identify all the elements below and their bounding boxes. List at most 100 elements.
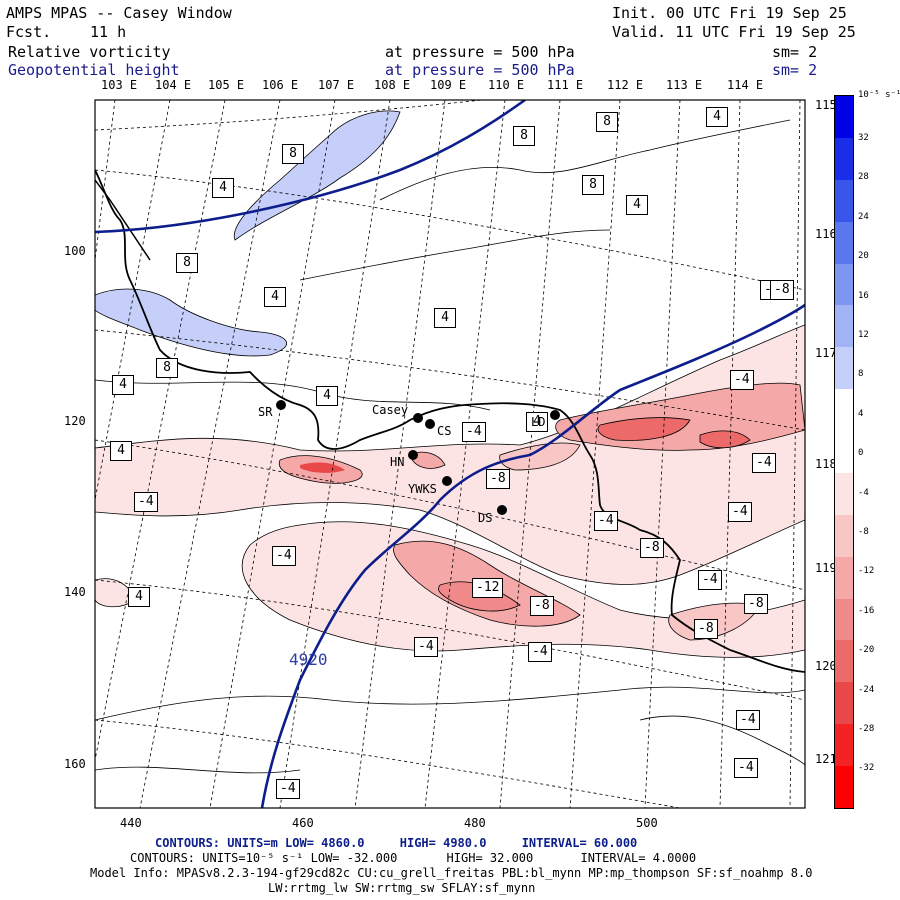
lon-label: 106 E [262, 78, 299, 92]
plot-title: AMPS MPAS -- Casey Window [6, 4, 232, 22]
contour-label: 4 [128, 587, 150, 607]
colorbar-segment [835, 724, 853, 766]
x-tick: 480 [464, 816, 486, 830]
field-vorticity: Relative vorticity [8, 43, 171, 61]
station-label: SR [258, 405, 273, 419]
colorbar-label: -32 [858, 763, 875, 774]
height-contour-high: HIGH= 4980.0 [399, 836, 487, 850]
colorbar-label: -12 [858, 566, 875, 577]
colorbar-label: 24 [858, 211, 869, 222]
contour-label: -12 [472, 578, 504, 598]
station-label: DS [478, 511, 493, 525]
lon-label: 107 E [318, 78, 355, 92]
lon-label: 109 E [430, 78, 467, 92]
lon-label: 103 E [101, 78, 138, 92]
contour-label: -4 [730, 370, 754, 390]
colorbar-label: -20 [858, 645, 875, 656]
y-tick: 160 [64, 757, 86, 771]
contour-label: -4 [594, 511, 618, 531]
colorbar [834, 95, 854, 809]
y-tick: 120 [64, 414, 86, 428]
colorbar-segment [835, 640, 853, 683]
model-info: Model Info: MPASv8.2.3-194-gf29cd82c CU:… [90, 866, 813, 880]
height-contour-label: 4920 [289, 650, 328, 669]
colorbar-segment [835, 766, 853, 808]
contour-label: -4 [276, 779, 300, 799]
colorbar-segment [835, 556, 853, 599]
station-label: HN [390, 455, 405, 469]
colorbar-label: 12 [858, 330, 869, 340]
contour-label: -4 [734, 758, 758, 778]
lon-label: 111 E [547, 78, 584, 92]
colorbar-segment [835, 179, 853, 222]
lon-label: 105 E [208, 78, 245, 92]
station-label: YWKS [408, 482, 437, 496]
lon-label: 113 E [666, 78, 703, 92]
contour-label: -8 [530, 596, 554, 616]
colorbar-label: -4 [858, 487, 869, 498]
contour-label: -4 [752, 453, 776, 473]
valid-time: Valid. 11 UTC Fri 19 Sep 25 [612, 23, 856, 41]
contour-label: 8 [596, 112, 618, 132]
colorbar-segment [835, 389, 853, 431]
x-tick: 500 [636, 816, 658, 830]
colorbar-label: 16 [858, 290, 869, 301]
pressure-geopotential: at pressure = 500 hPa [385, 61, 575, 79]
height-contour-interval: INTERVAL= 60.000 [521, 836, 638, 850]
contour-label: -8 [744, 594, 768, 614]
smoothing-vorticity: sm= 2 [772, 43, 818, 61]
contour-label: 8 [282, 144, 304, 164]
station-label: LD [531, 415, 546, 429]
colorbar-label: -28 [858, 724, 875, 734]
colorbar-segment [835, 514, 853, 557]
forecast-label: Fcst. [6, 23, 52, 41]
contour-label: 4 [626, 195, 648, 215]
contour-label: 8 [156, 358, 178, 378]
colorbar-label: 0 [858, 448, 864, 459]
plot-frame [94, 99, 806, 809]
contour-label: 4 [316, 386, 338, 406]
contour-label: 4 [212, 178, 234, 198]
colorbar-segment [835, 347, 853, 390]
vorticity-contour-interval: INTERVAL= 4.0000 [580, 851, 697, 865]
contour-label: 4 [112, 375, 134, 395]
lon-label: 112 E [607, 78, 644, 92]
model-info-radiation: LW:rrtmg_lw SW:rrtmg_sw SFLAY:sf_mynn [268, 881, 536, 895]
colorbar-segment [835, 598, 853, 641]
contour-label: -4 [528, 642, 552, 662]
y-tick: 140 [64, 585, 86, 599]
colorbar-segment [835, 431, 853, 473]
colorbar-label: 20 [858, 251, 869, 262]
y-tick: 100 [64, 244, 86, 258]
smoothing-geopotential: sm= 2 [772, 61, 818, 79]
contour-label: -4 [728, 502, 752, 522]
colorbar-unit: 10⁻⁵ s⁻¹ [858, 90, 900, 100]
pressure-vorticity: at pressure = 500 hPa [385, 43, 575, 61]
lon-label: 108 E [374, 78, 411, 92]
x-tick: 440 [120, 816, 142, 830]
height-contour-units: CONTOURS: UNITS=m LOW= 4860.0 [155, 836, 365, 850]
colorbar-label: -16 [858, 605, 875, 616]
colorbar-label: 32 [858, 133, 869, 143]
contour-label: -4 [736, 710, 760, 730]
height-contour-info: CONTOURS: UNITS=m LOW= 4860.0 HIGH= 4980… [155, 836, 637, 850]
field-geopotential: Geopotential height [8, 61, 180, 79]
forecast-value: 11 h [90, 23, 127, 41]
contour-label: -4 [462, 422, 486, 442]
map-area [95, 100, 805, 808]
colorbar-label: -8 [858, 527, 869, 537]
colorbar-segment [835, 682, 853, 725]
contour-label: 4 [110, 441, 132, 461]
contour-label: 8 [513, 126, 535, 146]
lon-label: 110 E [488, 78, 525, 92]
colorbar-segment [835, 472, 853, 515]
contour-label: -4 [134, 492, 158, 512]
contour-label: 4 [264, 287, 286, 307]
vorticity-contour-units: CONTOURS: UNITS=10⁻⁵ s⁻¹ LOW= -32.000 [130, 851, 398, 865]
colorbar-label: -24 [858, 684, 875, 695]
contour-label: 4 [434, 308, 456, 328]
contour-label: -8 [486, 469, 510, 489]
colorbar-segment [835, 221, 853, 264]
contour-label: 8 [582, 175, 604, 195]
